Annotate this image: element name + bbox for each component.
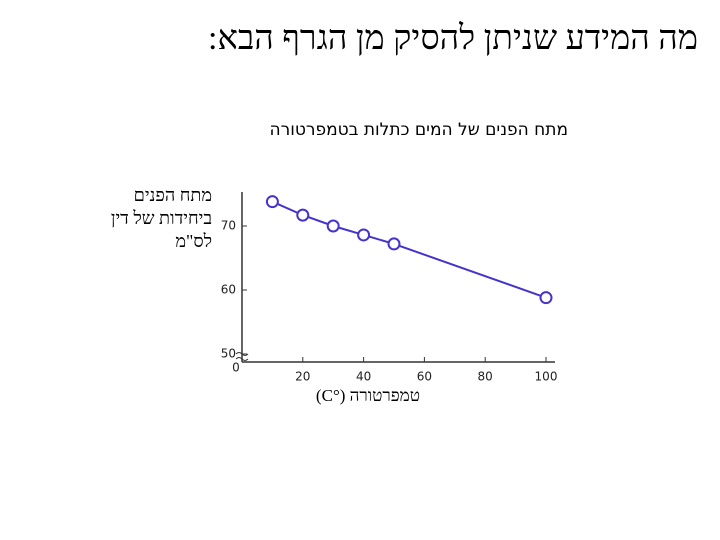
chart-title: מתח הפנים של המים כתלות בטמפרטורה (269, 120, 569, 140)
y-tick-label: 50 (221, 347, 236, 361)
x-tick-label: 60 (417, 370, 432, 384)
y-tick-label: 70 (221, 219, 236, 233)
y-axis-label-line: מתח הפנים (133, 185, 212, 205)
x-tick-label: 100 (535, 370, 558, 384)
data-point (296, 208, 310, 222)
y-axis-label-line: לס"מ (175, 231, 212, 251)
data-point (357, 228, 371, 242)
x-axis-label: טמפרטורה (°C) (315, 386, 420, 405)
y-axis-label: מתח הפנים ביחידות של דין לס"מ (111, 184, 212, 253)
data-point (326, 219, 340, 233)
x-tick-label: 0 (232, 361, 240, 375)
data-line (271, 200, 547, 299)
slide-title: מה המידע שניתן להסיק מן הגרף הבא: (208, 20, 698, 57)
data-point (387, 237, 401, 251)
data-point (539, 291, 553, 305)
x-tick-label: 20 (295, 370, 310, 384)
x-tick-label: 40 (356, 370, 371, 384)
x-tick-label: 80 (478, 370, 493, 384)
data-point (265, 195, 279, 209)
y-axis-label-line: ביחידות של דין (110, 208, 212, 228)
y-tick-label: 60 (221, 283, 236, 297)
